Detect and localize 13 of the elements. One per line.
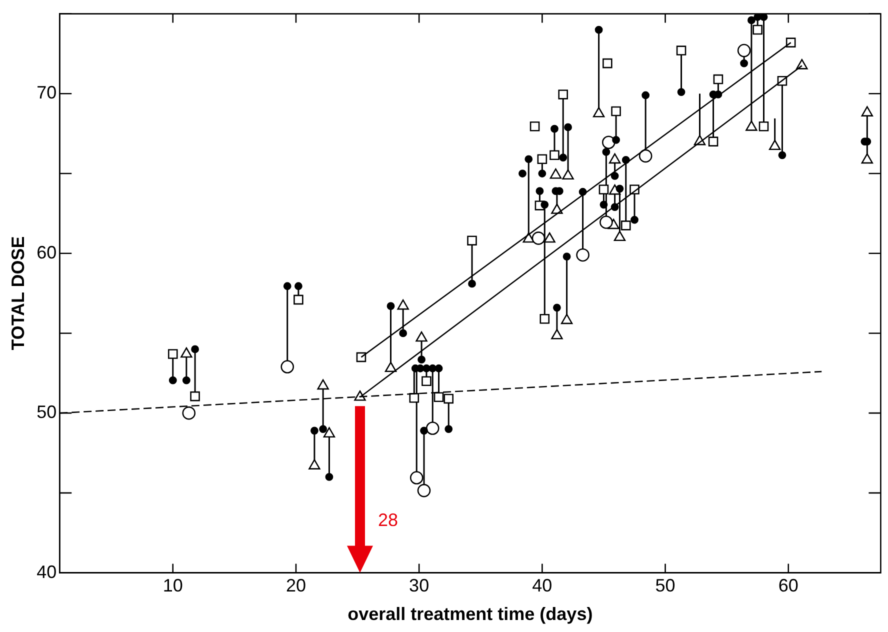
y-tick-label: 60: [36, 242, 57, 262]
x-tick-label: 20: [286, 576, 306, 596]
y-tick-label: 40: [36, 562, 57, 582]
x-tick-label: 30: [409, 576, 430, 596]
x-tick-label: 40: [532, 576, 552, 596]
x-tick-label: 60: [778, 576, 798, 596]
x-tick-label: 50: [655, 576, 676, 596]
x-axis-title: overall treatment time (days): [348, 604, 593, 624]
y-tick-label: 50: [36, 402, 57, 422]
y-axis-title: TOTAL DOSE: [8, 236, 28, 350]
annotation: 28: [378, 510, 398, 530]
x-tick-label: 10: [162, 576, 183, 596]
y-tick-label: 70: [36, 82, 57, 103]
